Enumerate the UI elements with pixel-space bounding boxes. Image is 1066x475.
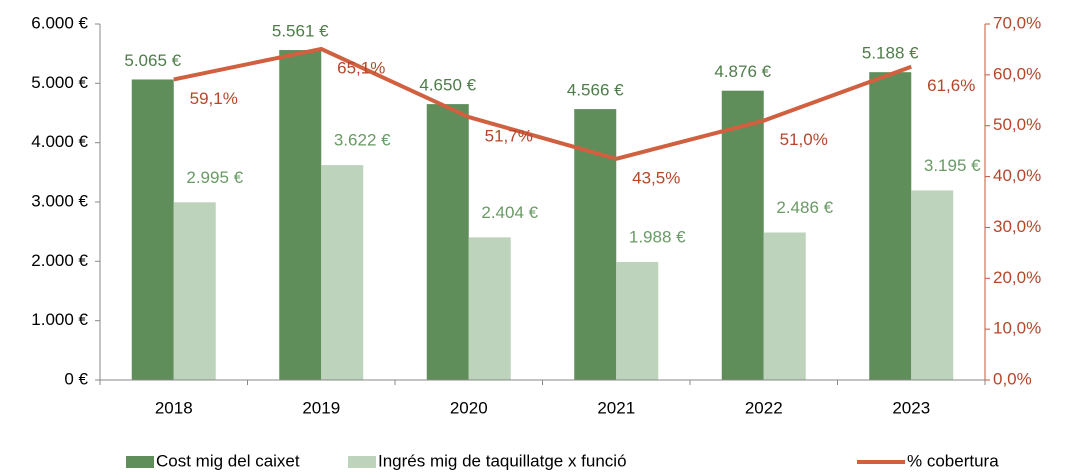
y-tick-label: 6.000 € xyxy=(31,13,88,32)
x-tick-label: 2018 xyxy=(155,398,193,417)
bar-value-label: 4.650 € xyxy=(419,76,476,95)
bar-value-label: 2.486 € xyxy=(776,198,833,217)
legend-label: % cobertura xyxy=(907,451,999,470)
bar-value-label: 4.876 € xyxy=(714,62,771,81)
x-tick-label: 2023 xyxy=(892,398,930,417)
bar xyxy=(869,72,912,381)
line xyxy=(173,46,912,161)
bar xyxy=(616,262,659,380)
y2-tick-label: 20,0% xyxy=(993,268,1041,287)
x-tick-label: 2020 xyxy=(450,398,488,417)
y2-tick-label: 0,0% xyxy=(993,369,1032,388)
bar xyxy=(468,237,511,380)
legend-label: Ingrés mig de taquillatge x funció xyxy=(378,451,627,470)
legend-swatch xyxy=(348,456,376,468)
bar-value-label: 4.566 € xyxy=(567,81,624,100)
bar xyxy=(426,104,469,380)
line-value-label: 59,1% xyxy=(190,89,238,108)
line-value-label: 65,1% xyxy=(337,58,385,77)
line-value-label: 61,6% xyxy=(927,76,975,95)
bar xyxy=(911,190,954,380)
x-tick-label: 2022 xyxy=(745,398,783,417)
bar-value-label: 3.622 € xyxy=(334,131,391,150)
x-tick-label: 2019 xyxy=(302,398,340,417)
y2-tick-label: 40,0% xyxy=(993,166,1041,185)
line-value-label: 43,5% xyxy=(632,168,680,187)
bar-value-label: 3.195 € xyxy=(924,156,981,175)
bar-value-label: 5.065 € xyxy=(124,51,181,70)
y-tick-label: 4.000 € xyxy=(31,132,88,151)
y2-tick-label: 30,0% xyxy=(993,217,1041,236)
bar xyxy=(721,90,764,380)
bar xyxy=(321,165,364,380)
bar xyxy=(279,50,322,380)
x-tick-label: 2021 xyxy=(597,398,635,417)
y-tick-label: 3.000 € xyxy=(31,191,88,210)
y2-tick-label: 50,0% xyxy=(993,115,1041,134)
bar-value-label: 5.561 € xyxy=(272,22,329,41)
bar xyxy=(763,232,806,380)
legend-label: Cost mig del caixet xyxy=(156,451,300,470)
y2-tick-label: 70,0% xyxy=(993,13,1041,32)
line-value-label: 51,7% xyxy=(485,127,533,146)
y-tick-label: 5.000 € xyxy=(31,73,88,92)
bar xyxy=(131,79,174,380)
y-tick-label: 1.000 € xyxy=(31,310,88,329)
y2-tick-label: 60,0% xyxy=(993,64,1041,83)
bar-value-label: 2.995 € xyxy=(186,168,243,187)
bar xyxy=(173,202,216,380)
y-tick-label: 2.000 € xyxy=(31,251,88,270)
bar-value-label: 2.404 € xyxy=(481,203,538,222)
line-value-label: 51,0% xyxy=(780,130,828,149)
y-tick-label: 0 € xyxy=(64,369,88,388)
y2-tick-label: 10,0% xyxy=(993,319,1041,338)
legend-swatch xyxy=(126,456,154,468)
bar-value-label: 1.988 € xyxy=(629,228,686,247)
bar-value-label: 5.188 € xyxy=(862,44,919,63)
